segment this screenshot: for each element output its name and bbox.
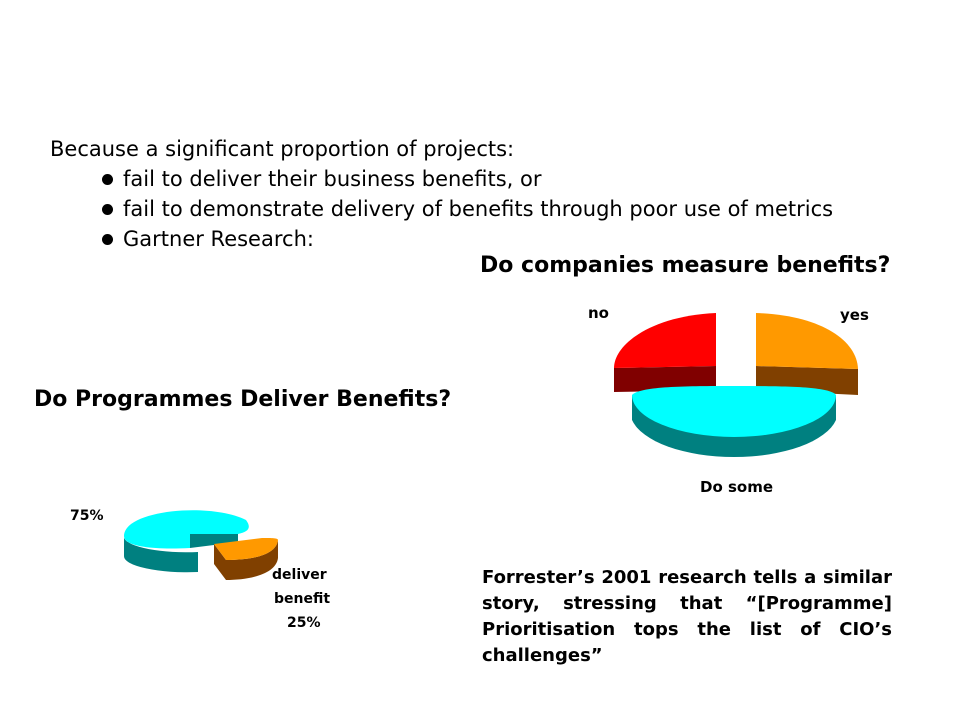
bullet-item: Gartner Research: (98, 224, 858, 254)
slice-75-side (123, 538, 198, 573)
label-yes: yes (840, 306, 869, 324)
slice-25-top (214, 538, 278, 560)
bullet-item: fail to demonstrate delivery of benefits… (98, 194, 858, 224)
slice-25-side-curve (226, 540, 278, 580)
label-25-percent: 25% (287, 615, 321, 631)
label-benefit: benefit (274, 591, 331, 607)
slice-75-cut-side (190, 534, 238, 548)
intro-text: Because a significant proportion of proj… (50, 137, 515, 161)
label-deliver: deliver (272, 567, 327, 583)
bullet-dot-icon (102, 233, 113, 245)
bullet-text: Gartner Research: (123, 227, 314, 251)
label-75-percent: 75% (70, 508, 104, 524)
programmes-chart-title: Do Programmes Deliver Benefits? (34, 387, 452, 412)
slice-75-top (124, 510, 249, 549)
companies-chart-title: Do companies measure benefits? (480, 253, 891, 278)
slice-no-top (614, 313, 716, 368)
forrester-quote: Forrester’s 2001 research tells a simila… (482, 567, 892, 666)
label-no: no (588, 304, 609, 322)
bullet-item: fail to deliver their business benefits,… (98, 164, 858, 194)
bullet-list: fail to deliver their business benefits,… (98, 164, 858, 254)
bullet-text: fail to deliver their business benefits,… (123, 167, 542, 191)
slice-do-some-top (632, 386, 836, 437)
bullet-dot-icon (102, 203, 113, 215)
slice-25-side (214, 544, 226, 580)
slice-no-side (614, 366, 716, 392)
bullet-text: fail to demonstrate delivery of benefits… (123, 197, 834, 221)
bullet-dot-icon (102, 173, 113, 185)
slice-yes-top (756, 313, 858, 369)
label-do-some: Do some (700, 478, 774, 496)
